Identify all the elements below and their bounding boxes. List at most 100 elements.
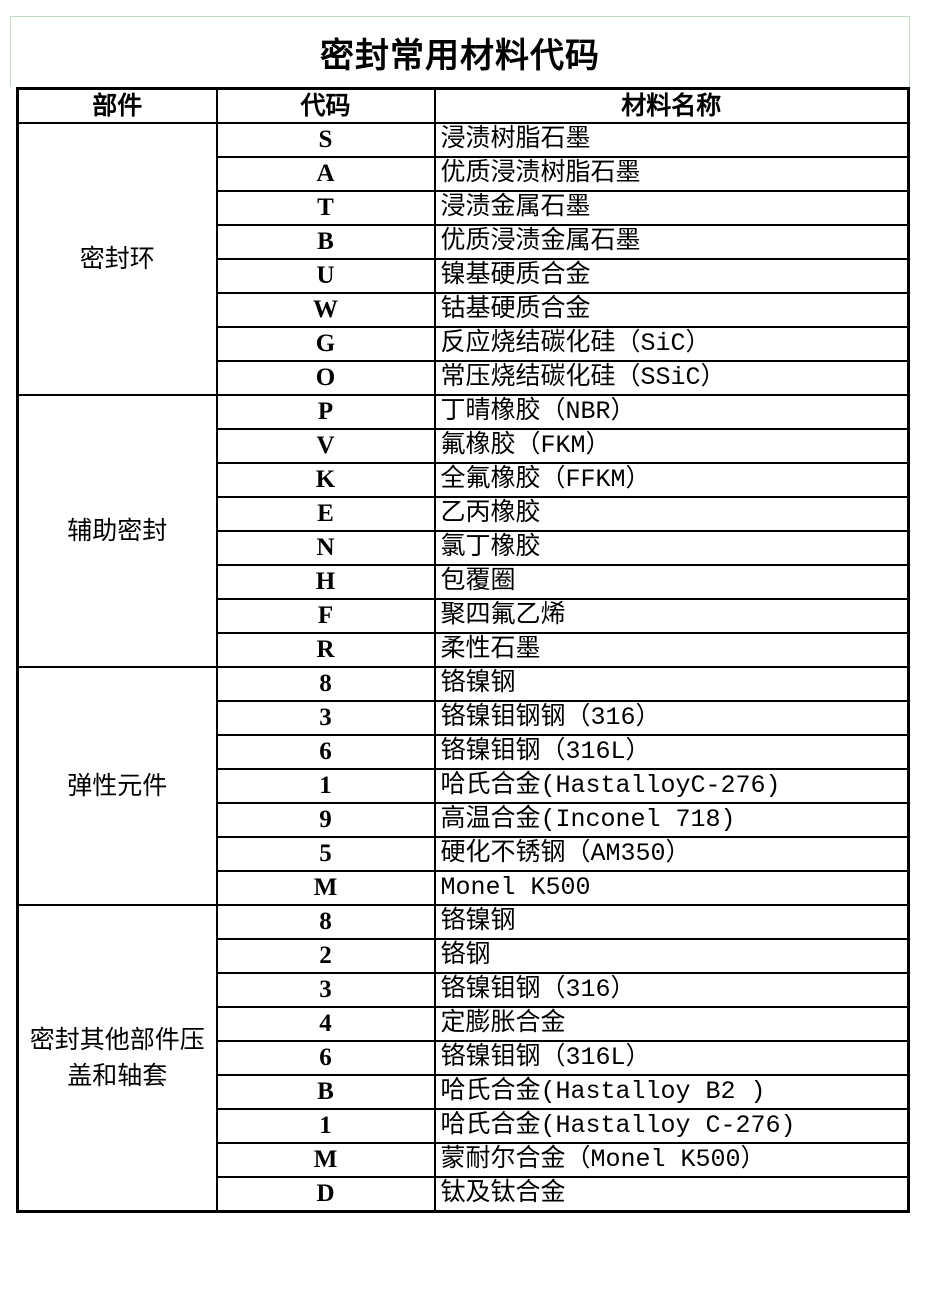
table-row: F 聚四氟乙烯 bbox=[18, 598, 910, 634]
table-row: 3 铬镍钼钢钢（316） bbox=[18, 700, 910, 736]
table-row: R 柔性石墨 bbox=[18, 632, 910, 668]
table-row: 9 高温合金(Inconel 718) bbox=[18, 802, 910, 838]
table-row: K 全氟橡胶（FFKM） bbox=[18, 462, 910, 498]
part-cell: 密封环 bbox=[16, 122, 218, 396]
code-cell: V bbox=[215, 428, 436, 464]
code-cell: 3 bbox=[215, 700, 436, 736]
table-row: 4 定膨胀合金 bbox=[18, 1006, 910, 1042]
table-row: D 钛及钛合金 bbox=[18, 1176, 910, 1213]
table-row: V 氟橡胶（FKM） bbox=[18, 428, 910, 464]
material-name-cell: 哈氏合金(HastalloyC-276) bbox=[433, 768, 910, 804]
material-name-cell: 铬镍钼钢（316L） bbox=[433, 734, 910, 770]
header-part: 部件 bbox=[16, 87, 218, 124]
header-code: 代码 bbox=[215, 87, 436, 124]
material-name-cell: 定膨胀合金 bbox=[433, 1006, 910, 1042]
code-cell: U bbox=[215, 258, 436, 294]
material-name-cell: 硬化不锈钢（AM350） bbox=[433, 836, 910, 872]
header-row: 部件 代码 材料名称 bbox=[16, 87, 910, 124]
material-name-cell: 镍基硬质合金 bbox=[433, 258, 910, 294]
code-cell: R bbox=[215, 632, 436, 668]
material-name-cell: 钴基硬质合金 bbox=[433, 292, 910, 328]
code-cell: M bbox=[215, 1142, 436, 1178]
code-cell: 6 bbox=[215, 734, 436, 770]
code-cell: 3 bbox=[215, 972, 436, 1008]
material-name-cell: 哈氏合金(Hastalloy B2 ) bbox=[433, 1074, 910, 1110]
table-row: 3 铬镍钼钢（316） bbox=[18, 972, 910, 1008]
material-name-cell: 浸渍树脂石墨 bbox=[433, 122, 910, 158]
material-name-cell: 丁晴橡胶（NBR） bbox=[433, 394, 910, 430]
page-title: 密封常用材料代码 bbox=[10, 16, 910, 87]
table-row: 密封其他部件压盖和轴套 8 铬镍钢 bbox=[16, 904, 910, 1213]
material-name-cell: 蒙耐尔合金（Monel K500） bbox=[433, 1142, 910, 1178]
table-row: 2 铬钢 bbox=[18, 938, 910, 974]
code-cell: S bbox=[215, 122, 436, 158]
code-cell: E bbox=[215, 496, 436, 532]
code-cell: D bbox=[215, 1176, 436, 1213]
code-cell: G bbox=[215, 326, 436, 362]
code-cell: T bbox=[215, 190, 436, 226]
table-row: H 包覆圈 bbox=[18, 564, 910, 600]
table-row: G 反应烧结碳化硅（SiC） bbox=[18, 326, 910, 362]
material-name-cell: 常压烧结碳化硅（SSiC） bbox=[433, 360, 910, 396]
material-name-cell: 铬钢 bbox=[433, 938, 910, 974]
header-name: 材料名称 bbox=[433, 87, 910, 124]
code-cell: 1 bbox=[215, 768, 436, 804]
part-cell: 辅助密封 bbox=[16, 394, 218, 668]
table-row: M 蒙耐尔合金（Monel K500） bbox=[18, 1142, 910, 1178]
code-cell: A bbox=[215, 156, 436, 192]
code-cell: 8 bbox=[215, 904, 436, 940]
code-cell: 5 bbox=[215, 836, 436, 872]
table-row: W 钴基硬质合金 bbox=[18, 292, 910, 328]
material-name-cell: 钛及钛合金 bbox=[433, 1176, 910, 1213]
table-row: E 乙丙橡胶 bbox=[18, 496, 910, 532]
code-cell: H bbox=[215, 564, 436, 600]
code-cell: 1 bbox=[215, 1108, 436, 1144]
table-row: T 浸渍金属石墨 bbox=[18, 190, 910, 226]
material-name-cell: 哈氏合金(Hastalloy C-276) bbox=[433, 1108, 910, 1144]
code-cell: B bbox=[215, 1074, 436, 1110]
table-row: B 哈氏合金(Hastalloy B2 ) bbox=[18, 1074, 910, 1110]
code-cell: 4 bbox=[215, 1006, 436, 1042]
material-name-cell: 柔性石墨 bbox=[433, 632, 910, 668]
table-row: N 氯丁橡胶 bbox=[18, 530, 910, 566]
material-name-cell: 铬镍钢 bbox=[433, 666, 910, 702]
material-name-cell: 聚四氟乙烯 bbox=[433, 598, 910, 634]
code-cell: N bbox=[215, 530, 436, 566]
code-cell: P bbox=[215, 394, 436, 430]
material-name-cell: 反应烧结碳化硅（SiC） bbox=[433, 326, 910, 362]
part-cell: 密封其他部件压盖和轴套 bbox=[16, 904, 218, 1213]
material-name-cell: 铬镍钼钢（316） bbox=[433, 972, 910, 1008]
material-code-table: 部件 代码 材料名称 密封环 S 浸渍树脂石墨 A 优质浸渍树脂石墨 T 浸渍金属石墨 B 优质… bbox=[16, 87, 910, 1213]
table-row: A 优质浸渍树脂石墨 bbox=[18, 156, 910, 192]
table-row: 密封环 S 浸渍树脂石墨 bbox=[16, 122, 910, 396]
material-name-cell: 铬镍钼钢（316L） bbox=[433, 1040, 910, 1076]
table-row: 6 铬镍钼钢（316L） bbox=[18, 734, 910, 770]
table-row: U 镍基硬质合金 bbox=[18, 258, 910, 294]
code-cell: 6 bbox=[215, 1040, 436, 1076]
code-cell: 8 bbox=[215, 666, 436, 702]
material-name-cell: Monel K500 bbox=[433, 870, 910, 906]
table-row: 1 哈氏合金(HastalloyC-276) bbox=[18, 768, 910, 804]
table-row: 6 铬镍钼钢（316L） bbox=[18, 1040, 910, 1076]
code-cell: B bbox=[215, 224, 436, 260]
material-name-cell: 氟橡胶（FKM） bbox=[433, 428, 910, 464]
code-cell: W bbox=[215, 292, 436, 328]
material-name-cell: 优质浸渍金属石墨 bbox=[433, 224, 910, 260]
part-cell: 弹性元件 bbox=[16, 666, 218, 906]
material-name-cell: 铬镍钼钢钢（316） bbox=[433, 700, 910, 736]
material-name-cell: 浸渍金属石墨 bbox=[433, 190, 910, 226]
material-name-cell: 包覆圈 bbox=[433, 564, 910, 600]
material-name-cell: 高温合金(Inconel 718) bbox=[433, 802, 910, 838]
material-name-cell: 氯丁橡胶 bbox=[433, 530, 910, 566]
table-row: M Monel K500 bbox=[18, 870, 910, 906]
table-row: 辅助密封 P 丁晴橡胶（NBR） bbox=[16, 394, 910, 668]
table-row: 1 哈氏合金(Hastalloy C-276) bbox=[18, 1108, 910, 1144]
code-cell: K bbox=[215, 462, 436, 498]
table-row: B 优质浸渍金属石墨 bbox=[18, 224, 910, 260]
material-name-cell: 铬镍钢 bbox=[433, 904, 910, 940]
material-name-cell: 全氟橡胶（FFKM） bbox=[433, 462, 910, 498]
table-row: O 常压烧结碳化硅（SSiC） bbox=[18, 360, 910, 396]
material-name-cell: 乙丙橡胶 bbox=[433, 496, 910, 532]
code-cell: 2 bbox=[215, 938, 436, 974]
table-row: 5 硬化不锈钢（AM350） bbox=[18, 836, 910, 872]
